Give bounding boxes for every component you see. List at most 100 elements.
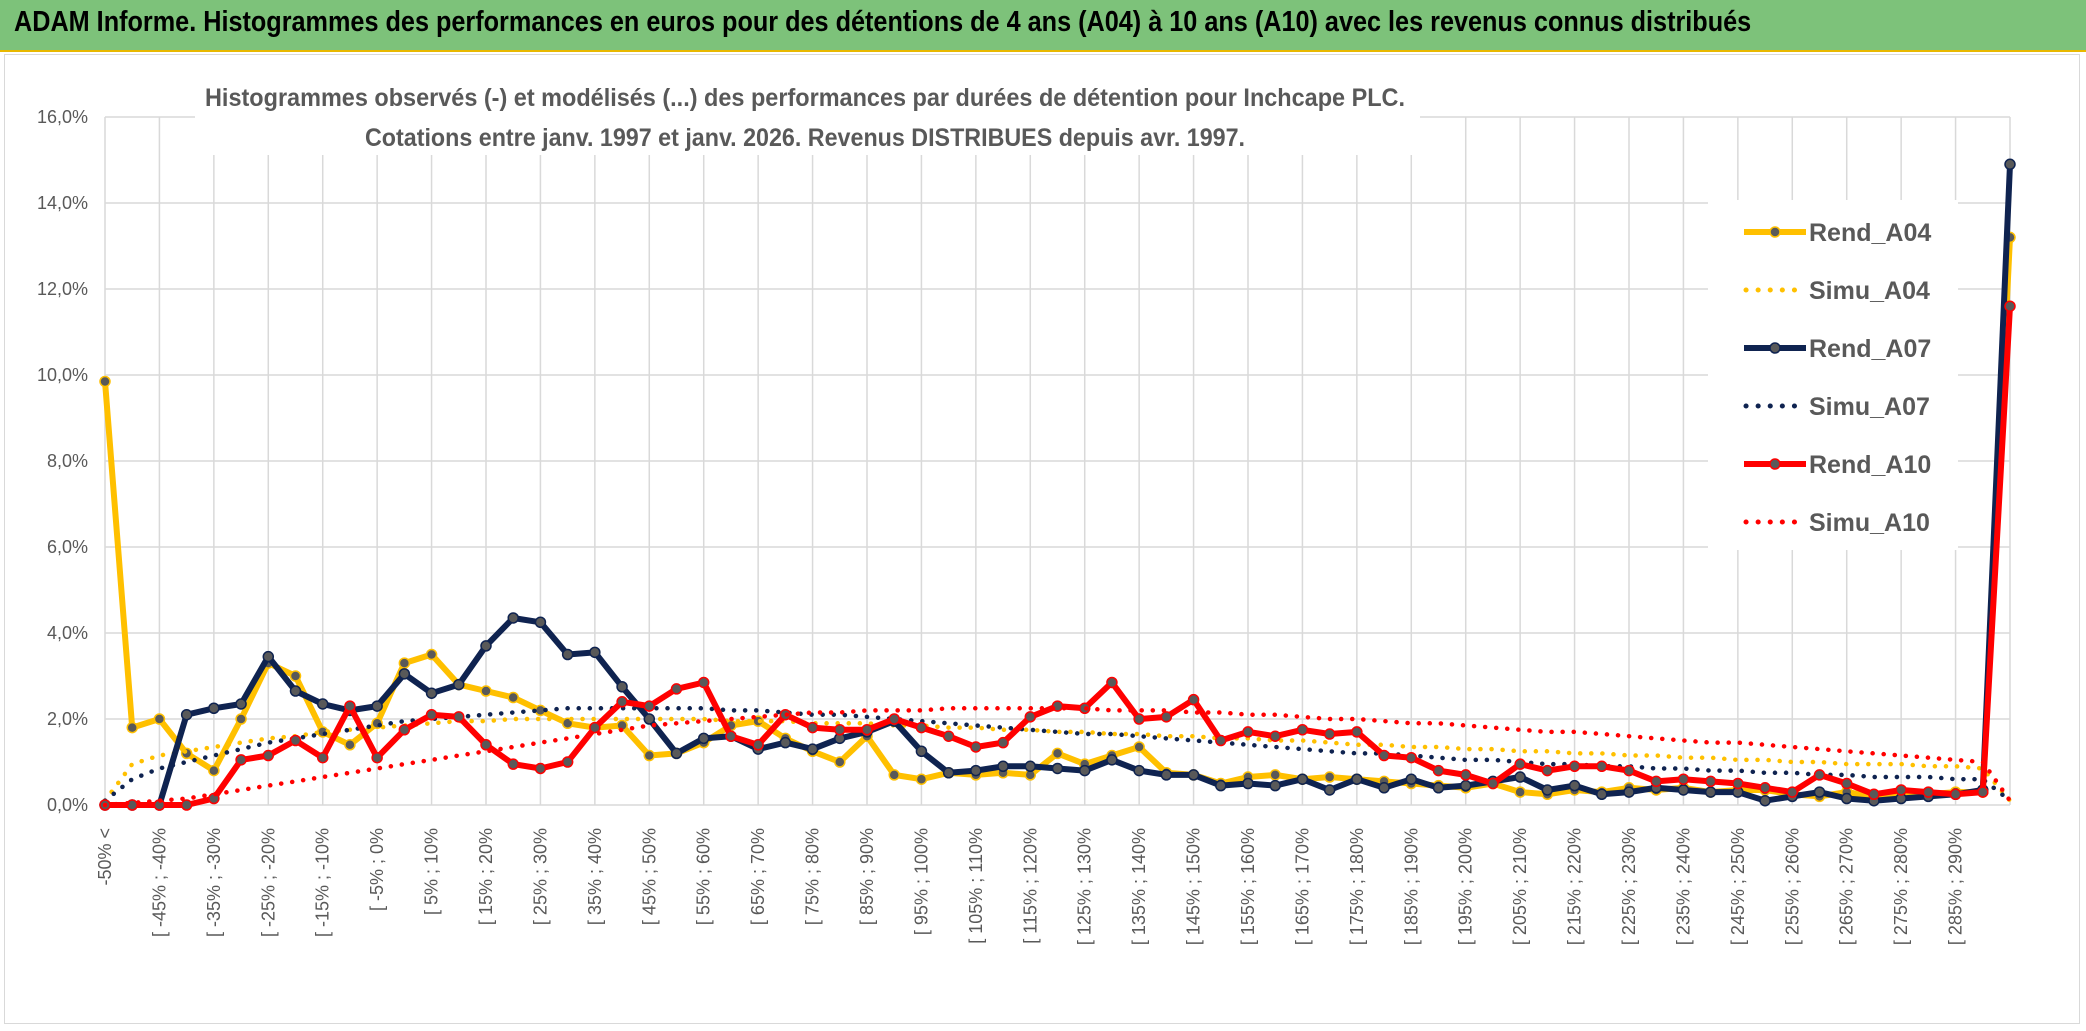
x-tick-label: [ 225% ; 230% <box>1619 828 1639 945</box>
x-tick-label: [ 15% ; 20% <box>476 828 496 925</box>
data-point-rend-a07 <box>1759 794 1771 807</box>
data-point-rend-a10 <box>1786 786 1799 798</box>
data-point-rend-a10 <box>425 708 438 721</box>
data-point-rend-a10 <box>697 676 710 689</box>
data-point-rend-a10 <box>942 730 955 742</box>
data-point-rend-a07 <box>398 668 411 680</box>
data-point-rend-a10 <box>1704 775 1717 788</box>
chart-title: Histogrammes observés (-) et modélisés (… <box>205 84 1405 112</box>
data-point-rend-a10 <box>453 711 465 723</box>
data-point-rend-a07 <box>1106 754 1118 766</box>
data-point-rend-a10 <box>235 754 247 766</box>
data-point-rend-a10 <box>1242 726 1254 738</box>
data-point-rend-a10 <box>2004 300 2016 312</box>
data-point-rend-a07 <box>1078 764 1091 777</box>
data-point-rend-a10 <box>289 734 302 747</box>
y-tick-label: 4,0% <box>47 623 88 643</box>
data-point-rend-a07 <box>1215 779 1227 792</box>
data-point-rend-a07 <box>1024 760 1037 773</box>
data-point-rend-a07 <box>1677 784 1690 796</box>
series-line-simu-a04 <box>102 716 2013 803</box>
x-tick-label: [ 245% ; 250% <box>1728 828 1748 945</box>
data-point-rend-a10 <box>1623 764 1635 777</box>
data-point-rend-a10 <box>480 739 492 751</box>
data-point-rend-a07 <box>1704 786 1717 798</box>
x-tick-label: [ 275% ; 280% <box>1891 828 1911 945</box>
data-point-rend-a04 <box>1323 771 1336 783</box>
data-point-rend-a07 <box>1051 762 1064 775</box>
data-point-rend-a04 <box>1051 747 1064 760</box>
data-point-rend-a10 <box>1596 760 1608 773</box>
data-point-rend-a07 <box>208 702 220 714</box>
data-point-rend-a10 <box>752 739 764 751</box>
data-point-rend-a04 <box>888 769 900 781</box>
data-point-rend-a10 <box>1514 758 1526 770</box>
x-tick-label: [ 155% ; 160% <box>1238 828 1258 945</box>
data-point-rend-a07 <box>1813 786 1826 798</box>
data-point-rend-a07 <box>453 678 465 691</box>
data-point-rend-a07 <box>1623 786 1635 798</box>
data-point-rend-a10 <box>1160 711 1173 723</box>
data-point-rend-a10 <box>507 758 519 770</box>
x-tick-label: [ 215% ; 220% <box>1565 828 1585 945</box>
data-point-rend-a10 <box>1568 760 1581 773</box>
data-point-rend-a07 <box>779 736 792 749</box>
banner-title: ADAM Informe. Histogrammes des performan… <box>14 6 1752 38</box>
data-point-rend-a10 <box>1378 749 1390 762</box>
data-point-rend-a10 <box>1133 713 1145 725</box>
data-point-rend-a07 <box>1160 769 1173 781</box>
data-point-rend-a07 <box>316 698 329 710</box>
x-tick-label: -50% < <box>95 828 115 886</box>
x-tick-label: [ -15% ; -10% <box>313 828 333 937</box>
x-tick-label: [ -5% ; 0% <box>367 828 387 911</box>
data-point-rend-a10 <box>1677 773 1690 785</box>
y-tick-label: 2,0% <box>47 709 88 729</box>
report-banner: ADAM Informe. Histogrammes des performan… <box>0 0 2086 52</box>
data-point-rend-a07 <box>2004 158 2016 171</box>
data-point-rend-a10 <box>861 724 873 736</box>
data-point-rend-a10 <box>589 721 601 734</box>
data-point-rend-a04 <box>180 747 193 760</box>
data-point-rend-a10 <box>1949 788 1962 800</box>
data-point-rend-a07 <box>1133 764 1145 777</box>
data-point-rend-a10 <box>1895 784 1907 796</box>
legend-label-simu-a10: Simu_A10 <box>1809 509 1930 537</box>
x-tick-label: [ 25% ; 30% <box>530 828 550 925</box>
data-point-rend-a07 <box>1840 792 1853 805</box>
data-point-rend-a10 <box>561 756 574 768</box>
legend-label-rend-a07: Rend_A07 <box>1809 335 1931 363</box>
y-tick-label: 6,0% <box>47 537 88 557</box>
data-point-rend-a07 <box>1269 779 1281 792</box>
data-point-rend-a04 <box>289 670 302 682</box>
data-point-rend-a10 <box>915 721 928 734</box>
x-tick-label: [ 75% ; 80% <box>803 828 823 925</box>
data-point-rend-a10 <box>1187 693 1200 706</box>
data-point-rend-a10 <box>1868 788 1880 800</box>
data-point-rend-a10 <box>1351 726 1363 738</box>
x-axis-ticks: -50% < [ -45% ; -40% [ -35% ; -30% [ -25% ;… <box>95 828 1966 945</box>
series-layer <box>99 158 2016 811</box>
data-point-rend-a04 <box>398 657 411 669</box>
data-point-rend-a07 <box>1459 779 1472 792</box>
x-tick-label: [ 255% ; 260% <box>1782 828 1802 945</box>
x-tick-label: [ 115% ; 120% <box>1020 828 1040 944</box>
data-point-rend-a10 <box>616 696 628 708</box>
data-point-rend-a10 <box>1813 769 1826 781</box>
x-tick-label: [ 235% ; 240% <box>1673 828 1693 945</box>
data-point-rend-a04 <box>425 648 438 661</box>
x-tick-label: [ 45% ; 50% <box>639 828 659 925</box>
data-point-rend-a07 <box>915 745 928 757</box>
legend-marker-rend-a04 <box>1769 226 1781 238</box>
x-tick-label: [ 5% ; 10% <box>422 828 442 915</box>
x-tick-label: [ -45% ; -40% <box>149 828 169 937</box>
y-tick-label: 0,0% <box>47 795 88 815</box>
x-tick-label: [ 205% ; 210% <box>1510 828 1530 945</box>
data-point-rend-a07 <box>589 646 601 659</box>
data-point-rend-a04 <box>235 713 247 725</box>
data-point-rend-a07 <box>942 767 955 779</box>
legend-label-simu-a07: Simu_A07 <box>1809 393 1930 421</box>
data-point-rend-a07 <box>1541 784 1554 796</box>
data-point-rend-a04 <box>915 773 928 785</box>
series-line-simu-a10 <box>102 706 2013 808</box>
